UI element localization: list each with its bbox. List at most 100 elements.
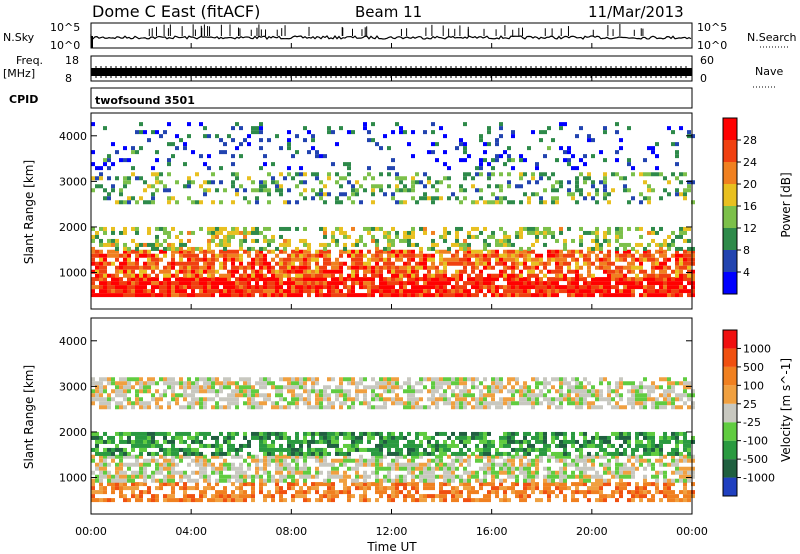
heatmap-cell <box>267 293 271 298</box>
heatmap-cell <box>323 277 327 282</box>
heatmap-cell <box>419 397 423 402</box>
heatmap-cell <box>263 462 267 467</box>
heatmap-cell <box>107 192 111 197</box>
heatmap-cell <box>635 494 639 499</box>
heatmap-cell <box>435 458 439 463</box>
heatmap-cell <box>683 289 687 294</box>
heatmap-cell <box>675 443 679 448</box>
heatmap-cell <box>99 451 103 456</box>
heatmap-cell <box>691 494 695 499</box>
heatmap-cell <box>119 261 123 266</box>
heatmap-cell <box>111 184 115 189</box>
heatmap-cell <box>487 462 491 467</box>
heatmap-cell <box>647 273 651 278</box>
heatmap-cell <box>507 242 511 247</box>
heatmap-cell <box>323 273 327 278</box>
heatmap-cell <box>651 482 655 487</box>
heatmap-cell <box>407 238 411 243</box>
heatmap-cell <box>543 281 547 286</box>
heatmap-cell <box>203 458 207 463</box>
heatmap-cell <box>479 257 483 262</box>
heatmap-cell <box>595 238 599 243</box>
heatmap-cell <box>115 381 119 386</box>
heatmap-cell <box>467 470 471 475</box>
heatmap-cell <box>247 454 251 459</box>
heatmap-cell <box>607 277 611 282</box>
heatmap-cell <box>371 389 375 394</box>
heatmap-cell <box>199 490 203 495</box>
heatmap-cell <box>595 253 599 258</box>
heatmap-cell <box>527 470 531 475</box>
heatmap-cell <box>179 454 183 459</box>
heatmap-cell <box>351 435 355 440</box>
heatmap-cell <box>411 285 415 290</box>
heatmap-cell <box>595 281 599 286</box>
heatmap-cell <box>103 273 107 278</box>
heatmap-cell <box>335 494 339 499</box>
heatmap-cell <box>607 435 611 440</box>
heatmap-cell <box>643 273 647 278</box>
heatmap-cell <box>511 269 515 274</box>
heatmap-cell <box>107 238 111 243</box>
heatmap-cell <box>195 462 199 467</box>
heatmap-cell <box>299 494 303 499</box>
heatmap-cell <box>675 154 679 159</box>
heatmap-cell <box>511 474 515 479</box>
heatmap-cell <box>159 486 163 491</box>
heatmap-cell <box>479 439 483 444</box>
heatmap-cell <box>551 253 555 258</box>
heatmap-cell <box>387 474 391 479</box>
heatmap-cell <box>427 281 431 286</box>
heatmap-cell <box>179 405 183 410</box>
heatmap-cell <box>223 273 227 278</box>
heatmap-cell <box>327 261 331 266</box>
heatmap-cell <box>591 474 595 479</box>
heatmap-cell <box>591 435 595 440</box>
heatmap-cell <box>343 443 347 448</box>
heatmap-cell <box>519 273 523 278</box>
heatmap-cell <box>187 281 191 286</box>
heatmap-cell <box>287 200 291 205</box>
heatmap-cell <box>515 285 519 290</box>
heatmap-cell <box>199 289 203 294</box>
heatmap-cell <box>223 261 227 266</box>
heatmap-cell <box>371 385 375 390</box>
heatmap-cell <box>151 192 155 197</box>
heatmap-cell <box>379 466 383 471</box>
heatmap-cell <box>667 490 671 495</box>
heatmap-cell <box>523 494 527 499</box>
heatmap-cell <box>375 381 379 386</box>
heatmap-cell <box>119 478 123 483</box>
heatmap-cell <box>355 277 359 282</box>
heatmap-cell <box>251 431 255 436</box>
heatmap-cell <box>427 397 431 402</box>
heatmap-cell <box>107 393 111 398</box>
heatmap-cell <box>275 188 279 193</box>
heatmap-cell <box>147 184 151 189</box>
heatmap-cell <box>331 130 335 135</box>
heatmap-cell <box>167 405 171 410</box>
heatmap-cell <box>295 397 299 402</box>
heatmap-cell <box>391 226 395 231</box>
heatmap-cell <box>647 281 651 286</box>
heatmap-cell <box>391 192 395 197</box>
heatmap-cell <box>263 466 267 471</box>
heatmap-cell <box>519 277 523 282</box>
heatmap-cell <box>315 381 319 386</box>
heatmap-cell <box>479 482 483 487</box>
heatmap-cell <box>155 478 159 483</box>
heatmap-cell <box>379 397 383 402</box>
heatmap-cell <box>155 180 159 185</box>
heatmap-cell <box>623 285 627 290</box>
heatmap-cell <box>183 389 187 394</box>
heatmap-cell <box>515 490 519 495</box>
heatmap-cell <box>455 435 459 440</box>
heatmap-cell <box>123 454 127 459</box>
heatmap-cell <box>259 435 263 440</box>
heatmap-cell <box>267 447 271 452</box>
heatmap-cell <box>543 482 547 487</box>
heatmap-cell <box>387 397 391 402</box>
heatmap-cell <box>191 385 195 390</box>
heatmap-cell <box>515 478 519 483</box>
heatmap-cell <box>231 234 235 239</box>
